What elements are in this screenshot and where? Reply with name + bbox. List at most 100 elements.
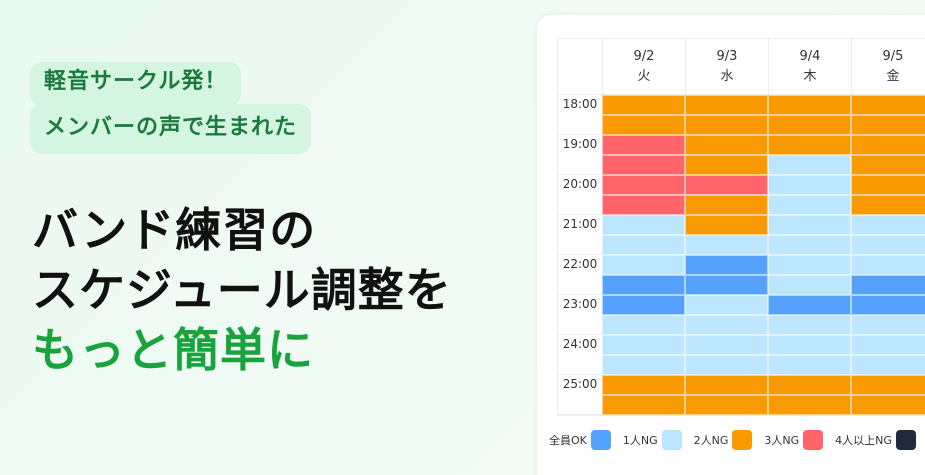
time-label: 21:00 — [558, 215, 602, 255]
time-slot-cell[interactable] — [851, 395, 925, 415]
time-slot-cell[interactable] — [768, 195, 851, 215]
day-header: 9/3 水 — [685, 39, 768, 95]
legend-item: 4人以上NG — [835, 430, 916, 450]
time-slot-cell[interactable] — [685, 315, 768, 335]
time-label: 22:00 — [558, 255, 602, 295]
time-slot-cell[interactable] — [851, 95, 925, 115]
time-slot-cell[interactable] — [685, 355, 768, 375]
time-slot-cell[interactable] — [768, 215, 851, 235]
schedule-grid: 9/2 火 9/3 水 9/4 木 9/5 金 18:00 19:00 20:00 21:00 22:0… — [557, 38, 925, 416]
day-date: 9/3 — [716, 48, 738, 64]
time-slot-cell[interactable] — [768, 135, 851, 155]
time-label: 18:00 — [558, 95, 602, 135]
time-label: 24:00 — [558, 335, 602, 375]
time-slot-cell[interactable] — [768, 275, 851, 295]
day-weekday: 木 — [803, 68, 817, 84]
time-slot-cell[interactable] — [851, 275, 925, 295]
time-slot-cell[interactable] — [851, 155, 925, 175]
time-slot-cell[interactable] — [685, 115, 768, 135]
time-slot-cell[interactable] — [851, 335, 925, 355]
time-label: 19:00 — [558, 135, 602, 175]
time-slot-cell[interactable] — [685, 215, 768, 235]
day-weekday: 金 — [886, 68, 900, 84]
time-slot-cell[interactable] — [602, 335, 685, 355]
time-slot-cell[interactable] — [602, 175, 685, 195]
day-header: 9/5 金 — [851, 39, 925, 95]
time-slot-cell[interactable] — [685, 335, 768, 355]
time-label: 23:00 — [558, 295, 602, 335]
time-slot-cell[interactable] — [768, 115, 851, 135]
time-slot-cell[interactable] — [685, 255, 768, 275]
time-slot-cell[interactable] — [602, 315, 685, 335]
time-slot-cell[interactable] — [851, 115, 925, 135]
time-slot-cell[interactable] — [768, 395, 851, 415]
time-slot-cell[interactable] — [851, 315, 925, 335]
legend-swatch — [895, 430, 916, 450]
grid-corner — [558, 39, 602, 95]
time-slot-cell[interactable] — [768, 295, 851, 315]
time-slot-cell[interactable] — [851, 295, 925, 315]
time-slot-cell[interactable] — [768, 375, 851, 395]
time-slot-cell[interactable] — [685, 395, 768, 415]
legend: 全員OK 1人NG 2人NG 3人NG 4人以上NG — [549, 430, 925, 450]
time-slot-cell[interactable] — [602, 95, 685, 115]
time-slot-cell[interactable] — [768, 155, 851, 175]
time-slot-cell[interactable] — [768, 315, 851, 335]
time-slot-cell[interactable] — [768, 355, 851, 375]
legend-label: 3人NG — [764, 434, 800, 447]
day-date: 9/5 — [882, 48, 904, 64]
time-slot-cell[interactable] — [851, 175, 925, 195]
time-slot-cell[interactable] — [851, 355, 925, 375]
time-slot-cell[interactable] — [602, 395, 685, 415]
time-slot-cell[interactable] — [602, 355, 685, 375]
legend-swatch — [732, 430, 753, 450]
day-weekday: 水 — [720, 68, 734, 84]
time-slot-cell[interactable] — [602, 195, 685, 215]
tagline-line-2: メンバーの声で生まれた — [30, 104, 312, 154]
time-slot-cell[interactable] — [851, 135, 925, 155]
time-slot-cell[interactable] — [685, 155, 768, 175]
time-slot-cell[interactable] — [851, 235, 925, 255]
legend-label: 2人NG — [693, 434, 729, 447]
headline-line-2: スケジュール調整を — [32, 263, 452, 317]
tagline-line-1: 軽音サークル発！ — [30, 62, 242, 106]
time-slot-cell[interactable] — [685, 295, 768, 315]
legend-label: 全員OK — [549, 434, 587, 447]
schedule-card: 9/2 火 9/3 水 9/4 木 9/5 金 18:00 19:00 20:00 21:00 22:0… — [537, 15, 925, 475]
time-slot-cell[interactable] — [768, 175, 851, 195]
time-slot-cell[interactable] — [768, 235, 851, 255]
time-slot-cell[interactable] — [602, 215, 685, 235]
time-slot-cell[interactable] — [602, 295, 685, 315]
time-slot-cell[interactable] — [685, 195, 768, 215]
day-weekday: 火 — [637, 68, 651, 84]
time-slot-cell[interactable] — [602, 155, 685, 175]
time-slot-cell[interactable] — [602, 375, 685, 395]
legend-item: 2人NG — [694, 430, 753, 450]
time-slot-cell[interactable] — [685, 135, 768, 155]
legend-label: 1人NG — [622, 434, 658, 447]
time-slot-cell[interactable] — [602, 135, 685, 155]
time-slot-cell[interactable] — [685, 235, 768, 255]
time-slot-cell[interactable] — [851, 215, 925, 235]
time-slot-cell[interactable] — [851, 375, 925, 395]
legend-label: 4人以上NG — [835, 434, 892, 447]
time-slot-cell[interactable] — [685, 275, 768, 295]
legend-item: 全員OK — [549, 430, 611, 450]
time-slot-cell[interactable] — [685, 375, 768, 395]
headline-line-3: もっと簡単に — [32, 323, 314, 377]
legend-swatch — [803, 430, 824, 450]
time-slot-cell[interactable] — [685, 175, 768, 195]
legend-swatch — [590, 430, 611, 450]
time-slot-cell[interactable] — [851, 255, 925, 275]
day-date: 9/2 — [633, 48, 655, 64]
time-slot-cell[interactable] — [602, 115, 685, 135]
day-header: 9/2 火 — [602, 39, 685, 95]
time-slot-cell[interactable] — [602, 255, 685, 275]
time-slot-cell[interactable] — [768, 95, 851, 115]
time-slot-cell[interactable] — [851, 195, 925, 215]
time-slot-cell[interactable] — [768, 335, 851, 355]
time-slot-cell[interactable] — [602, 275, 685, 295]
time-slot-cell[interactable] — [685, 95, 768, 115]
time-slot-cell[interactable] — [768, 255, 851, 275]
time-slot-cell[interactable] — [602, 235, 685, 255]
